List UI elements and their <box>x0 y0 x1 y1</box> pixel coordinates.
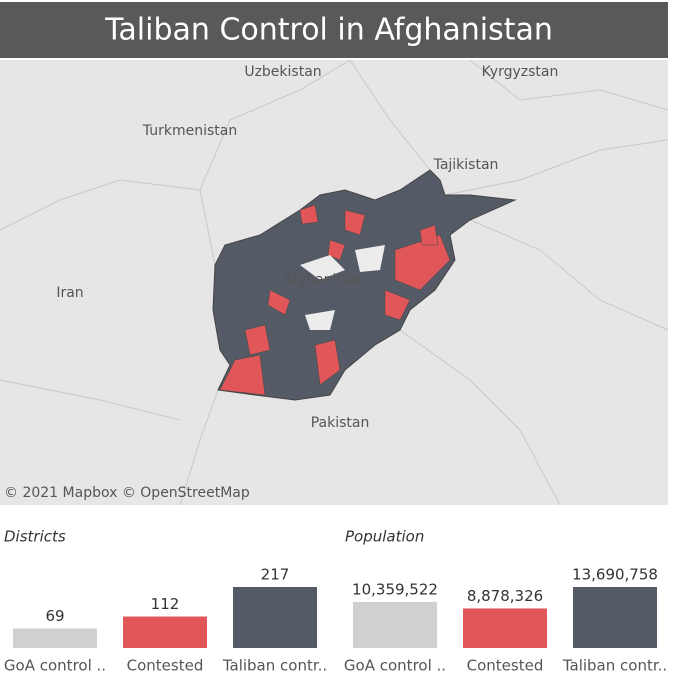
value-label: 8,878,326 <box>467 587 543 605</box>
value-label: 13,690,758 <box>572 566 658 584</box>
map: Uzbekistan Kyrgyzstan Turkmenistan Tajik… <box>0 59 669 506</box>
bar <box>233 587 317 648</box>
bar <box>573 587 657 648</box>
map-label: Afghanistan <box>283 272 366 288</box>
x-tick-label: GoA control .. <box>4 657 106 675</box>
value-label: 69 <box>45 607 64 625</box>
value-label: 217 <box>261 566 290 584</box>
bar <box>13 628 97 648</box>
x-tick-label: GoA control .. <box>344 657 446 675</box>
afghanistan <box>212 169 517 401</box>
no-data-areas <box>300 245 385 330</box>
bar <box>463 608 547 648</box>
x-tick-label: Taliban contr.. <box>562 657 667 675</box>
x-tick-label: Taliban contr.. <box>222 657 327 675</box>
chart-title: Population <box>345 528 424 546</box>
chart-title: Districts <box>4 528 66 546</box>
bar <box>123 616 207 648</box>
value-label: 10,359,522 <box>352 580 438 598</box>
map-label: Kyrgyzstan <box>482 64 559 80</box>
map-label: Uzbekistan <box>244 64 321 80</box>
value-label: 112 <box>151 595 180 613</box>
title-bar <box>0 2 668 58</box>
borders <box>0 59 669 506</box>
map-label: Pakistan <box>311 415 370 431</box>
map-attribution: © 2021 Mapbox © OpenStreetMap <box>4 485 250 501</box>
dashboard-title: Taliban Control in Afghanistan <box>104 13 553 48</box>
map-label: Turkmenistan <box>142 123 237 139</box>
x-tick-label: Contested <box>467 657 544 675</box>
map-label: Tajikistan <box>433 157 499 173</box>
x-tick-label: Contested <box>127 657 204 675</box>
contested-districts <box>219 204 451 396</box>
bar <box>353 601 437 648</box>
map-label: Iran <box>56 285 83 301</box>
